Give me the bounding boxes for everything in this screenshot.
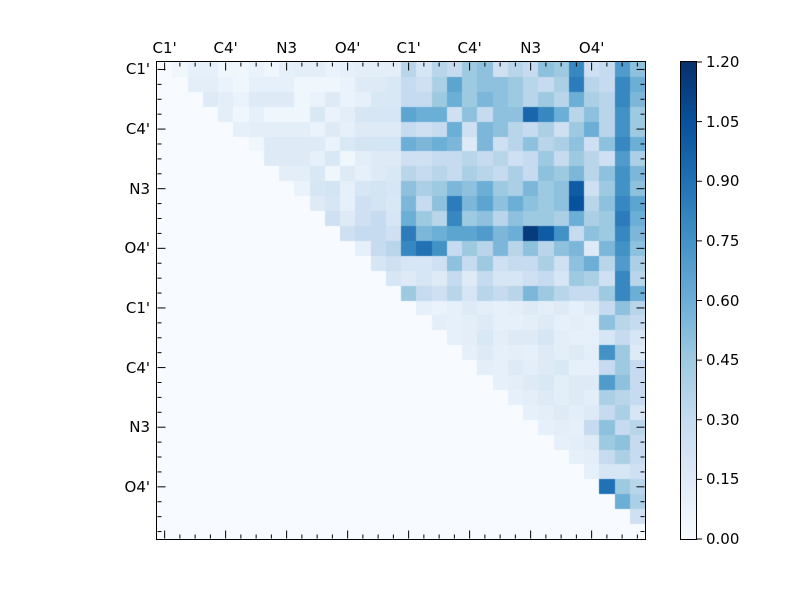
y-tick-label: C1' <box>125 298 150 317</box>
colorbar <box>680 61 697 540</box>
y-tick-label: N3 <box>129 179 150 198</box>
x-tick-label: C4' <box>457 39 482 57</box>
colorbar-tick-label: 0.00 <box>706 530 740 548</box>
colorbar-tick-label: 0.15 <box>706 470 740 489</box>
y-tick-label: C4' <box>125 120 150 139</box>
y-tick-label: O4' <box>124 477 150 496</box>
x-tick-label: N3 <box>520 39 542 57</box>
y-tick-label: C1' <box>125 60 150 79</box>
x-tick-label: C1' <box>396 39 421 57</box>
plot-frame <box>156 61 646 540</box>
x-tick-label: O4' <box>578 39 605 57</box>
colorbar-tick-label: 1.20 <box>706 53 740 71</box>
x-tick-label: C4' <box>213 39 238 57</box>
colorbar-tick-label: 0.30 <box>706 410 740 429</box>
heatmap-canvas <box>157 62 645 539</box>
y-tick-label: C4' <box>125 358 150 377</box>
colorbar-tick-label: 0.90 <box>706 172 740 191</box>
colorbar-tick-label: 0.45 <box>706 351 740 370</box>
y-tick-label: O4' <box>124 239 150 258</box>
colorbar-tick-label: 1.05 <box>706 112 740 131</box>
y-tick-label: N3 <box>129 418 150 437</box>
x-tick-label: N3 <box>276 39 298 57</box>
colorbar-tick-label: 0.60 <box>706 291 740 310</box>
x-tick-label: O4' <box>334 39 361 57</box>
colorbar-tick-label: 0.75 <box>706 231 740 250</box>
x-tick-label: C1' <box>152 39 177 57</box>
